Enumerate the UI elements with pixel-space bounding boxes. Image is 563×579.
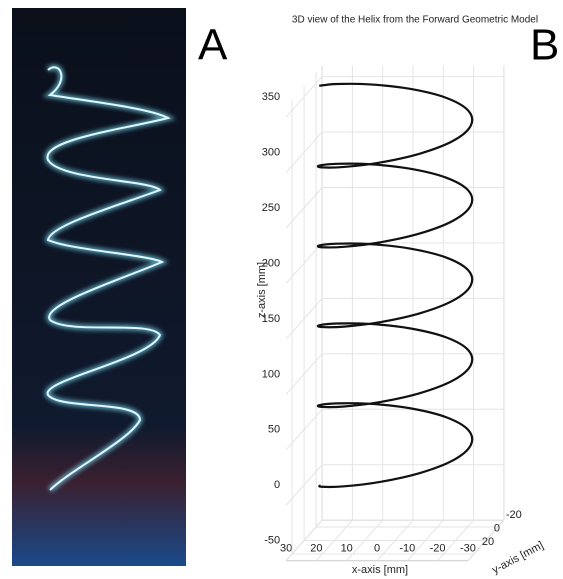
x-tick-label: -30 (460, 543, 476, 555)
x-tick-label: 30 (280, 543, 292, 555)
z-tick-label: 200 (262, 257, 280, 269)
y-tick-label: 20 (482, 536, 494, 548)
photo (12, 8, 186, 566)
light-helix (46, 66, 171, 491)
y-axis-label: y-axis [mm] (490, 539, 545, 576)
z-tick-label: 250 (262, 202, 280, 214)
z-tick-label: 100 (262, 368, 280, 380)
x-tick-label: -10 (399, 543, 415, 555)
x-axis-label: x-axis [mm] (352, 564, 408, 576)
z-tick-label: 150 (262, 313, 280, 325)
z-tick-label: 0 (274, 479, 280, 491)
x-tick-label: 0 (374, 543, 380, 555)
helix-curve (316, 82, 474, 489)
x-tick-label: 10 (341, 543, 353, 555)
chart-title: 3D view of the Helix from the Forward Ge… (292, 15, 538, 26)
z-axis-label: z-axis [mm] (256, 262, 268, 318)
z-tick-label: 350 (262, 91, 280, 103)
panel-label: B (530, 21, 559, 70)
x-tick-label: 20 (310, 543, 322, 555)
x-tick-label: -20 (430, 543, 446, 555)
y-tick-label: 0 (494, 522, 500, 534)
z-tick-label: -50 (264, 535, 280, 547)
z-tick-label: 300 (262, 146, 280, 158)
y-tick-label: -20 (506, 509, 522, 521)
z-tick-label: 50 (268, 424, 280, 436)
panel-label: A (198, 21, 228, 70)
